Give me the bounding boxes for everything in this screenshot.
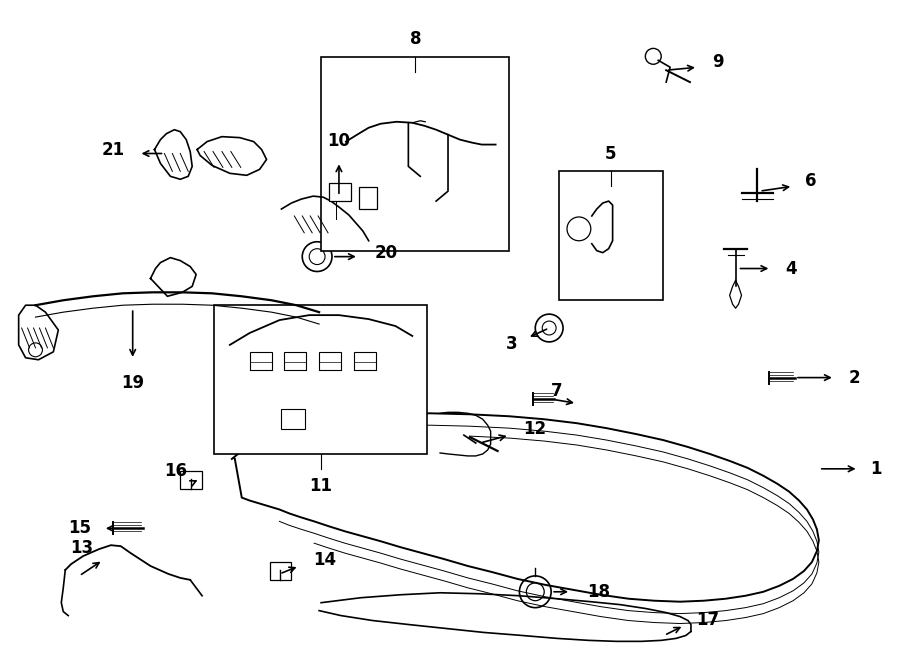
Bar (180, 471, 202, 488)
Text: 7: 7 (551, 383, 562, 401)
Text: 21: 21 (102, 141, 125, 159)
Bar (249, 352, 272, 369)
Text: 4: 4 (785, 260, 796, 278)
Text: 8: 8 (410, 30, 421, 48)
Bar (321, 58, 509, 251)
Text: 18: 18 (587, 583, 610, 601)
Text: 17: 17 (696, 611, 719, 629)
Text: 5: 5 (605, 145, 617, 163)
Bar (559, 171, 663, 300)
Bar (282, 409, 305, 429)
Text: 13: 13 (70, 539, 93, 557)
Bar (320, 352, 341, 369)
Text: 9: 9 (712, 54, 724, 71)
Text: 16: 16 (164, 462, 187, 480)
Bar (214, 305, 428, 454)
Text: 19: 19 (122, 373, 144, 391)
Text: 10: 10 (328, 132, 350, 149)
Bar (359, 187, 376, 209)
Text: 1: 1 (870, 460, 882, 478)
Text: 14: 14 (313, 551, 337, 569)
Bar (269, 562, 292, 580)
Bar (284, 352, 306, 369)
Text: 11: 11 (310, 477, 333, 495)
Text: 12: 12 (524, 420, 546, 438)
Text: 3: 3 (506, 335, 518, 353)
Text: 15: 15 (68, 520, 91, 537)
Text: 2: 2 (849, 369, 860, 387)
Text: 20: 20 (374, 244, 398, 262)
Bar (354, 352, 375, 369)
Text: 6: 6 (805, 173, 816, 190)
Bar (329, 183, 351, 201)
